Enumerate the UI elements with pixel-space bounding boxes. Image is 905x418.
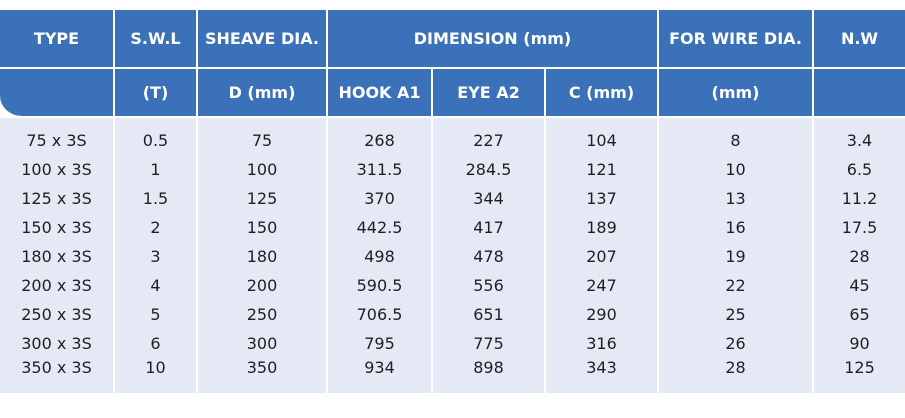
cell-c: 189 [546,213,659,242]
cell-hook: 795 [328,329,433,358]
cell-eye: 898 [433,358,546,393]
cell-hook: 706.5 [328,300,433,329]
header-nw: N.W [814,10,905,69]
table-row: 300 x 3S 6 300 795 775 316 26 90 [0,329,905,358]
cell-swl: 10 [115,358,198,393]
cell-eye: 556 [433,271,546,300]
cell-wire: 8 [659,126,814,155]
cell-eye: 775 [433,329,546,358]
table-body: 75 x 3S 0.5 75 268 227 104 8 3.4 100 x 3S 1 100 311… [0,118,905,393]
cell-sheave: 150 [198,213,328,242]
cell-eye: 478 [433,242,546,271]
cell-type: 350 x 3S [0,358,115,393]
cell-nw: 45 [814,271,905,300]
cell-nw: 125 [814,358,905,393]
header-eye-a2: EYE A2 [433,69,546,118]
cell-hook: 268 [328,126,433,155]
cell-swl: 2 [115,213,198,242]
cell-type: 180 x 3S [0,242,115,271]
cell-c: 290 [546,300,659,329]
cell-sheave: 100 [198,155,328,184]
cell-wire: 10 [659,155,814,184]
cell-sheave: 180 [198,242,328,271]
header-hook-a1: HOOK A1 [328,69,433,118]
header-type: TYPE [0,10,115,69]
cell-eye: 417 [433,213,546,242]
cell-c: 137 [546,184,659,213]
table-row: 200 x 3S 4 200 590.5 556 247 22 45 [0,271,905,300]
cell-type: 100 x 3S [0,155,115,184]
header-sheave-unit: D (mm) [198,69,328,118]
cell-sheave: 300 [198,329,328,358]
cell-c: 207 [546,242,659,271]
cell-nw: 90 [814,329,905,358]
cell-hook: 442.5 [328,213,433,242]
cell-sheave: 350 [198,358,328,393]
cell-wire: 25 [659,300,814,329]
table-row: 75 x 3S 0.5 75 268 227 104 8 3.4 [0,126,905,155]
cell-wire: 16 [659,213,814,242]
cell-nw: 65 [814,300,905,329]
cell-type: 75 x 3S [0,126,115,155]
cell-type: 250 x 3S [0,300,115,329]
cell-swl: 1.5 [115,184,198,213]
cell-type: 200 x 3S [0,271,115,300]
specification-table: TYPE S.W.L SHEAVE DIA. DIMENSION (mm) FO… [0,10,905,393]
header-sheave-dia: SHEAVE DIA. [198,10,328,69]
cell-wire: 19 [659,242,814,271]
cell-eye: 227 [433,126,546,155]
cell-nw: 11.2 [814,184,905,213]
cell-c: 343 [546,358,659,393]
cell-swl: 5 [115,300,198,329]
cell-sheave: 200 [198,271,328,300]
cell-swl: 0.5 [115,126,198,155]
cell-hook: 934 [328,358,433,393]
cell-hook: 370 [328,184,433,213]
cell-swl: 4 [115,271,198,300]
table-spacer-row [0,118,905,126]
header-nw-blank [814,69,905,118]
header-dimension: DIMENSION (mm) [328,10,659,69]
cell-hook: 498 [328,242,433,271]
cell-wire: 28 [659,358,814,393]
header-wire-dia: FOR WIRE DIA. [659,10,814,69]
cell-type: 300 x 3S [0,329,115,358]
cell-hook: 590.5 [328,271,433,300]
table-row: 250 x 3S 5 250 706.5 651 290 25 65 [0,300,905,329]
header-wire-unit: (mm) [659,69,814,118]
cell-sheave: 75 [198,126,328,155]
cell-sheave: 125 [198,184,328,213]
cell-nw: 6.5 [814,155,905,184]
cell-swl: 1 [115,155,198,184]
cell-eye: 344 [433,184,546,213]
cell-eye: 651 [433,300,546,329]
cell-c: 121 [546,155,659,184]
table-row: 150 x 3S 2 150 442.5 417 189 16 17.5 [0,213,905,242]
cell-swl: 3 [115,242,198,271]
table-row: 180 x 3S 3 180 498 478 207 19 28 [0,242,905,271]
table-header: TYPE S.W.L SHEAVE DIA. DIMENSION (mm) FO… [0,10,905,118]
header-type-blank [0,69,115,118]
cell-wire: 26 [659,329,814,358]
cell-nw: 28 [814,242,905,271]
header-swl: S.W.L [115,10,198,69]
table-row: 350 x 3S 10 350 934 898 343 28 125 [0,358,905,393]
cell-type: 125 x 3S [0,184,115,213]
cell-eye: 284.5 [433,155,546,184]
cell-hook: 311.5 [328,155,433,184]
cell-c: 247 [546,271,659,300]
cell-c: 104 [546,126,659,155]
cell-type: 150 x 3S [0,213,115,242]
cell-c: 316 [546,329,659,358]
header-swl-unit: (T) [115,69,198,118]
cell-sheave: 250 [198,300,328,329]
cell-nw: 3.4 [814,126,905,155]
table-row: 125 x 3S 1.5 125 370 344 137 13 11.2 [0,184,905,213]
cell-nw: 17.5 [814,213,905,242]
header-c: C (mm) [546,69,659,118]
table-row: 100 x 3S 1 100 311.5 284.5 121 10 6.5 [0,155,905,184]
cell-swl: 6 [115,329,198,358]
cell-wire: 13 [659,184,814,213]
cell-wire: 22 [659,271,814,300]
